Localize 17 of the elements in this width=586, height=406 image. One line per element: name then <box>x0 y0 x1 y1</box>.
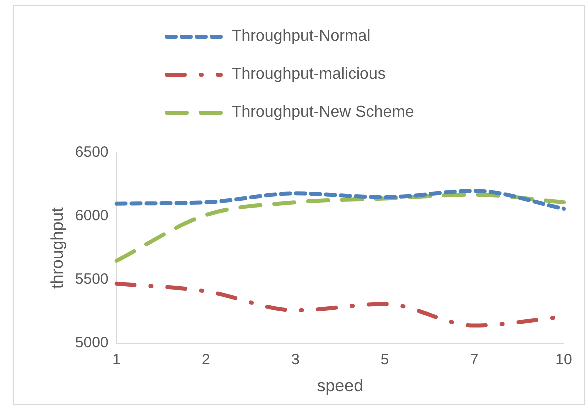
y-tick-label: 5500 <box>75 271 109 288</box>
x-axis-title: speed <box>317 376 364 396</box>
legend-label: Throughput-malicious <box>232 66 386 84</box>
x-tick-label: 1 <box>112 352 121 369</box>
legend-label: Throughput-New Scheme <box>232 104 414 122</box>
y-tick-label: 6500 <box>75 144 109 162</box>
x-tick-label: 7 <box>470 352 479 369</box>
line-series <box>114 189 566 211</box>
x-tick-label: 5 <box>380 352 390 369</box>
line-series <box>114 192 566 264</box>
legend-label: Throughput-Normal <box>232 28 371 46</box>
y-tick-label: 5000 <box>75 334 109 352</box>
x-tick-label: 3 <box>291 352 300 369</box>
x-tick-label: 10 <box>556 352 572 369</box>
y-tick-label: 6000 <box>75 208 109 225</box>
x-tick-label: 2 <box>202 352 210 369</box>
y-axis-title: throughput <box>48 207 67 289</box>
